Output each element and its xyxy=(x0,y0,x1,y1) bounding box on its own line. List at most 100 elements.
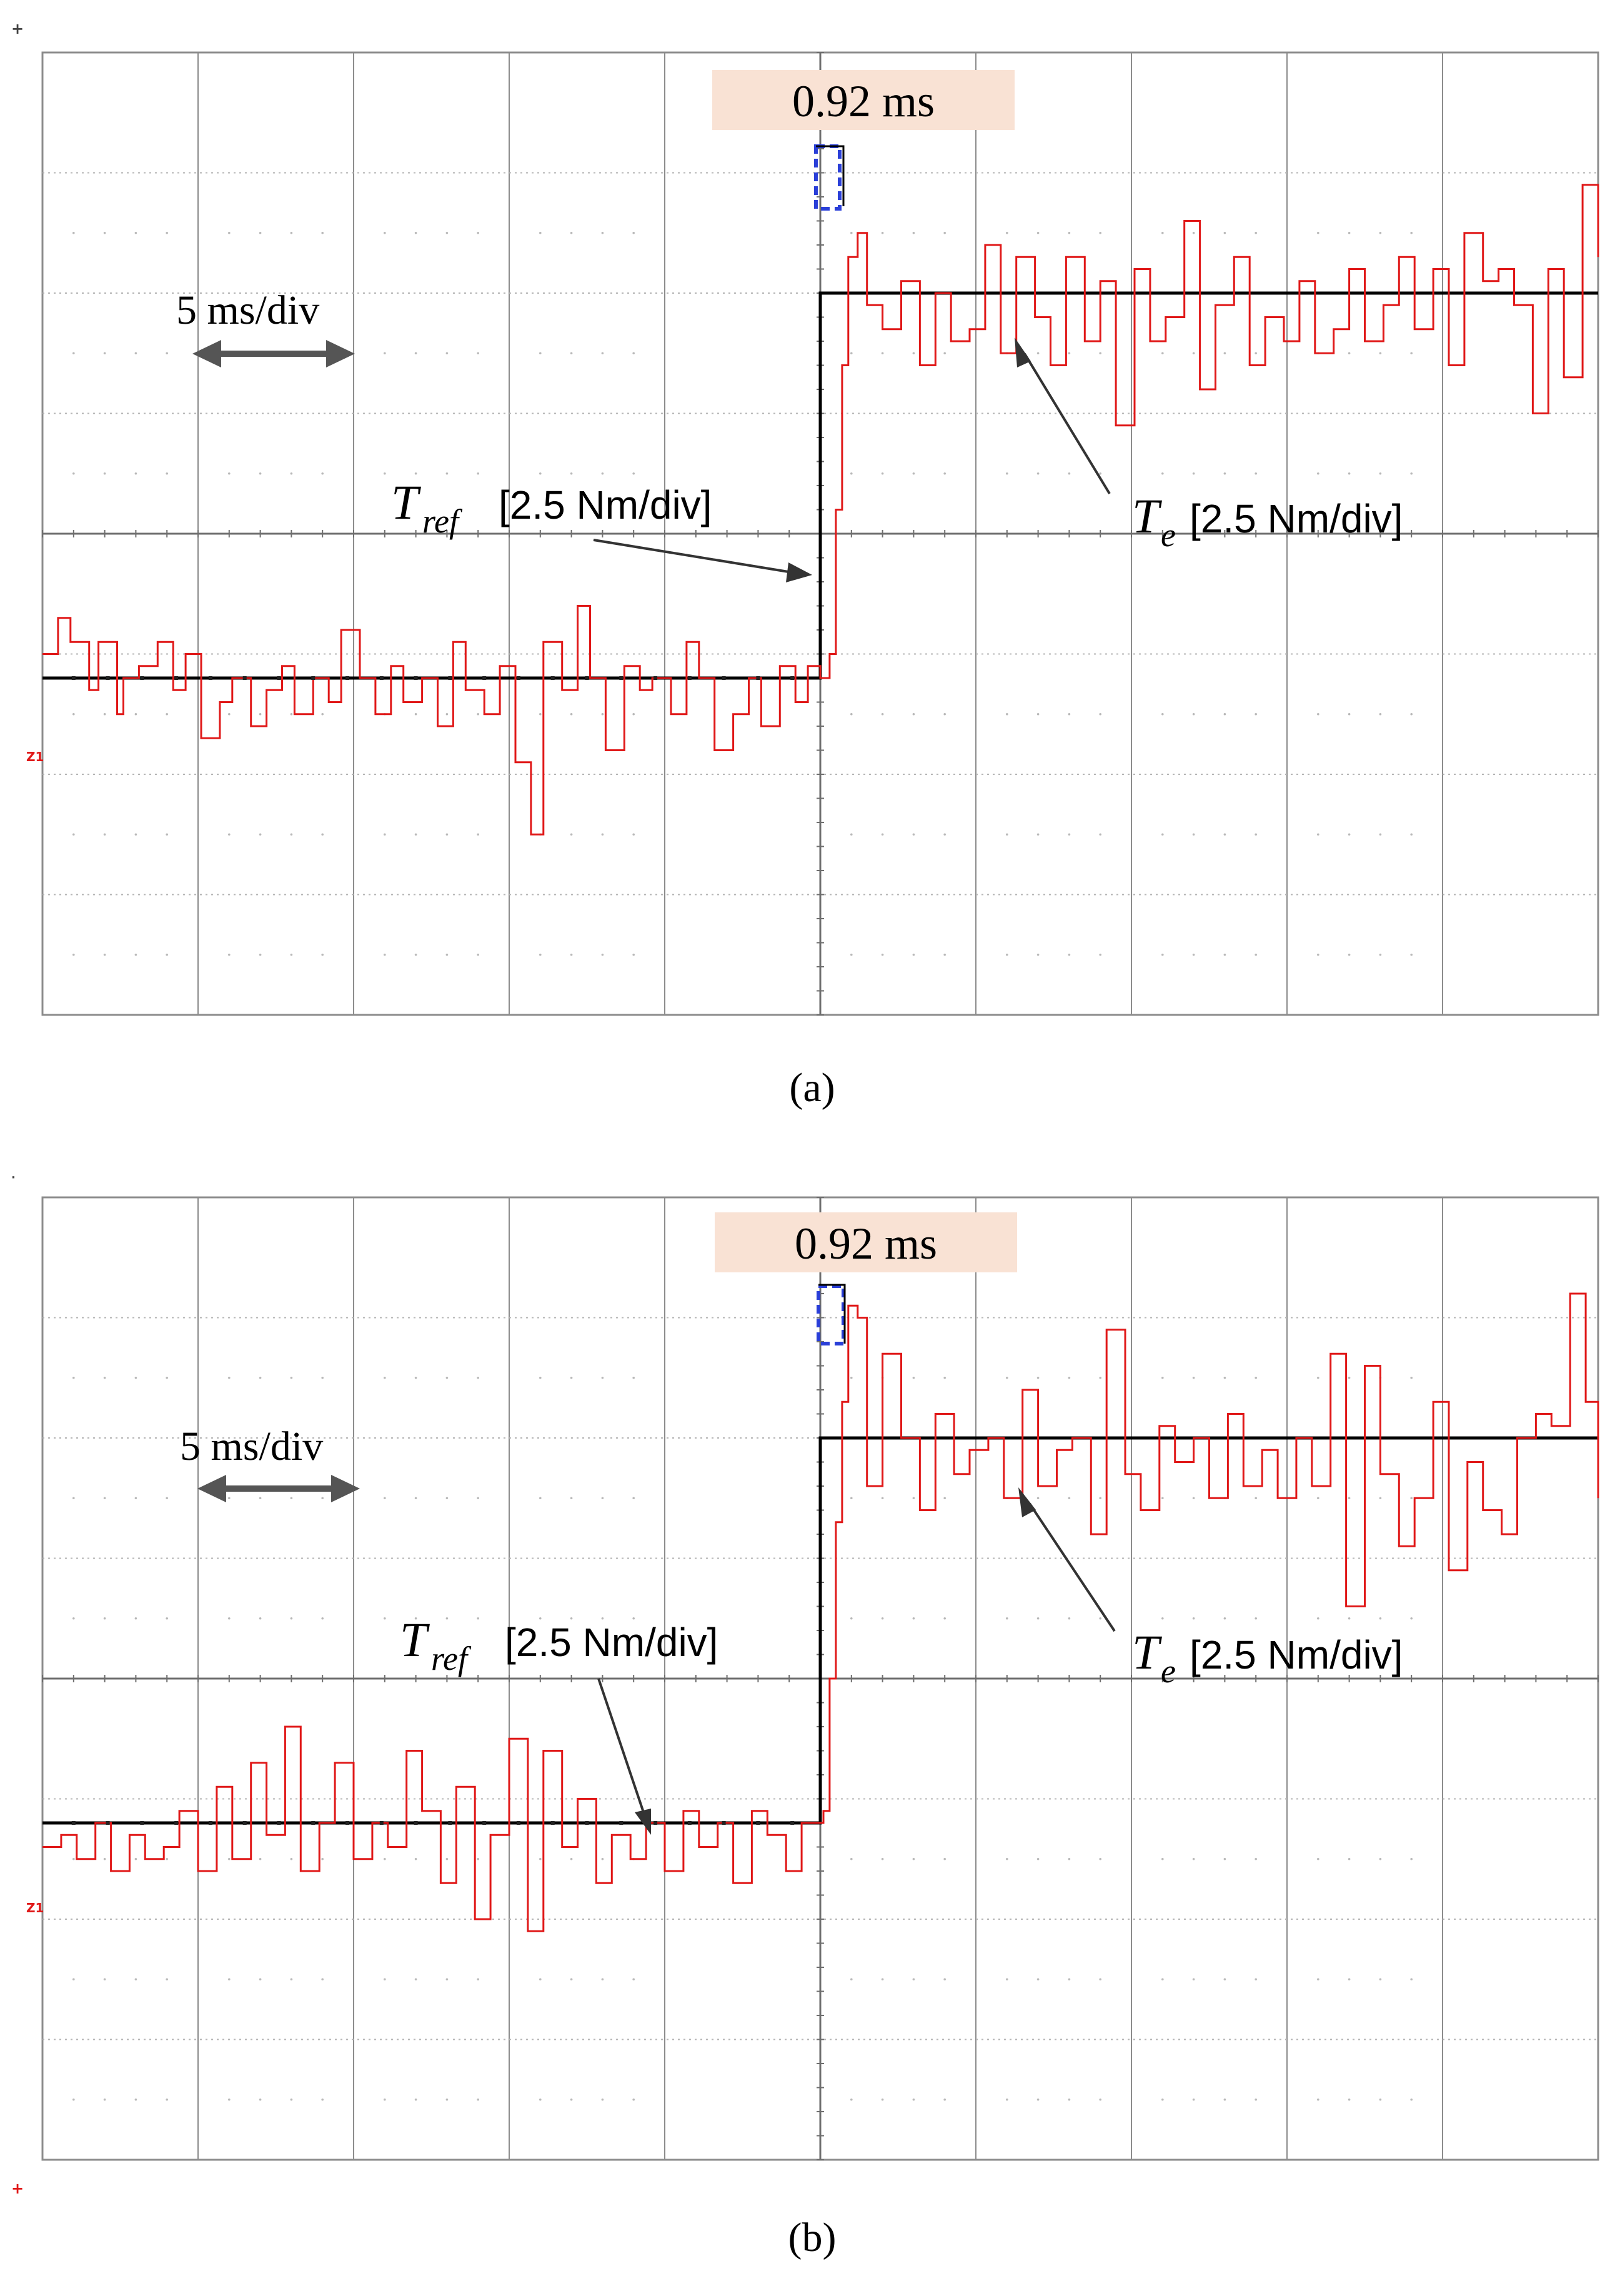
grid-dot xyxy=(166,231,169,234)
grid-dot xyxy=(1348,1857,1351,1860)
grid-dot xyxy=(290,1617,293,1620)
grid-dot xyxy=(134,2098,137,2101)
grid-dot xyxy=(290,231,293,234)
grid-dot xyxy=(632,1978,635,1981)
grid-dot xyxy=(384,352,386,355)
grid-dot xyxy=(1317,2098,1319,2101)
grid-dot xyxy=(1161,1497,1164,1500)
grid-dot xyxy=(445,1497,449,1500)
grid-dot xyxy=(1255,352,1257,355)
grid-dot xyxy=(1348,472,1351,475)
grid-dot xyxy=(477,712,479,716)
grid-dot xyxy=(259,1497,262,1500)
grid-dot xyxy=(1006,1617,1008,1620)
grid-dot xyxy=(1379,1857,1382,1860)
grid-dot xyxy=(1410,953,1413,956)
grid-dot xyxy=(601,1978,604,1981)
svg-text:ref: ref xyxy=(431,1640,472,1677)
grid-dot xyxy=(1379,1497,1382,1500)
tref-sample-mark xyxy=(345,676,350,680)
svg-text:[2.5 Nm/div]: [2.5 Nm/div] xyxy=(1190,1632,1403,1677)
grid-dot xyxy=(1255,231,1257,234)
grid-dot xyxy=(1068,231,1071,234)
grid-dot xyxy=(1099,1376,1101,1379)
grid-dot xyxy=(1068,953,1071,956)
grid-dot xyxy=(321,472,324,475)
grid-dot xyxy=(1410,1376,1413,1379)
grid-dot xyxy=(1099,1617,1101,1620)
grid-dot xyxy=(72,1617,75,1620)
grid-dot xyxy=(1348,712,1351,716)
grid-dot xyxy=(632,953,635,956)
grid-dot xyxy=(321,953,324,956)
grid-dot xyxy=(1317,833,1319,836)
grid-dot xyxy=(1317,472,1319,475)
grid-dot xyxy=(632,1497,635,1500)
grid-dot xyxy=(601,833,604,836)
grid-dot xyxy=(166,1497,169,1500)
grid-dot xyxy=(477,472,479,475)
tref-sample-mark xyxy=(242,1821,247,1825)
grid-dot xyxy=(477,1978,479,1981)
grid-dot xyxy=(1099,1978,1101,1981)
grid-dot xyxy=(1379,2098,1382,2101)
grid-dot xyxy=(1036,1497,1040,1500)
grid-dot xyxy=(1036,953,1040,956)
grid-dot xyxy=(1223,472,1226,475)
grid-dot xyxy=(1006,953,1008,956)
grid-dot xyxy=(601,1857,604,1860)
grid-dot xyxy=(290,472,293,475)
te-pointer-arrow xyxy=(1018,1487,1116,1632)
tref-sample-mark xyxy=(722,676,726,680)
timebase-arrow xyxy=(192,340,355,367)
grid-dot xyxy=(477,2098,479,2101)
grid-dot xyxy=(1068,352,1071,355)
grid-dot xyxy=(1223,1857,1226,1860)
grid-dot xyxy=(134,833,137,836)
grid-dot xyxy=(601,472,604,475)
tref-sample-mark xyxy=(174,676,179,680)
grid-dot xyxy=(1255,833,1257,836)
grid-dot xyxy=(850,472,853,475)
grid-dot xyxy=(1068,2098,1071,2101)
grid-dot xyxy=(228,231,231,234)
grid-dot xyxy=(1348,1978,1351,1981)
grid-dot xyxy=(166,1978,169,1981)
svg-text:[2.5 Nm/div]: [2.5 Nm/div] xyxy=(505,1620,718,1665)
delay-bracket xyxy=(814,144,845,211)
grid-dot xyxy=(1379,352,1382,355)
grid-dot xyxy=(601,712,604,716)
timebase-label: 5 ms/div xyxy=(176,287,319,333)
tref-sample-mark xyxy=(106,676,110,680)
grid-dot xyxy=(850,1376,853,1379)
grid-dot xyxy=(228,2098,231,2101)
grid-dot xyxy=(1223,231,1226,234)
grid-dot xyxy=(103,833,106,836)
tref-sample-mark xyxy=(790,1821,795,1825)
grid-dot xyxy=(539,472,542,475)
tref-sample-mark xyxy=(208,1821,212,1825)
grid-dot xyxy=(72,1978,75,1981)
te-label: T e [2.5 Nm/div] xyxy=(1132,489,1403,554)
grid-dot xyxy=(259,953,262,956)
grid-dot xyxy=(321,2098,324,2101)
grid-dot xyxy=(1192,712,1195,716)
grid-dot xyxy=(72,472,75,475)
grid-dot xyxy=(103,1978,106,1981)
grid-dot xyxy=(632,2098,635,2101)
grid-dot xyxy=(290,1497,293,1500)
delay-bracket xyxy=(817,1284,846,1345)
grid-dot xyxy=(414,953,417,956)
grid-dot xyxy=(1099,352,1101,355)
grid-dot xyxy=(477,1857,479,1860)
tref-label: T ref [2.5 Nm/div] xyxy=(391,475,712,540)
grid-dot xyxy=(850,1857,853,1860)
timebase-arrow xyxy=(197,1475,360,1502)
grid-dot xyxy=(72,1497,75,1500)
grid-dot xyxy=(445,712,449,716)
grid-dot xyxy=(601,352,604,355)
grid-dot xyxy=(632,352,635,355)
grid-dot xyxy=(1410,1978,1413,1981)
grid-dot xyxy=(1255,712,1257,716)
